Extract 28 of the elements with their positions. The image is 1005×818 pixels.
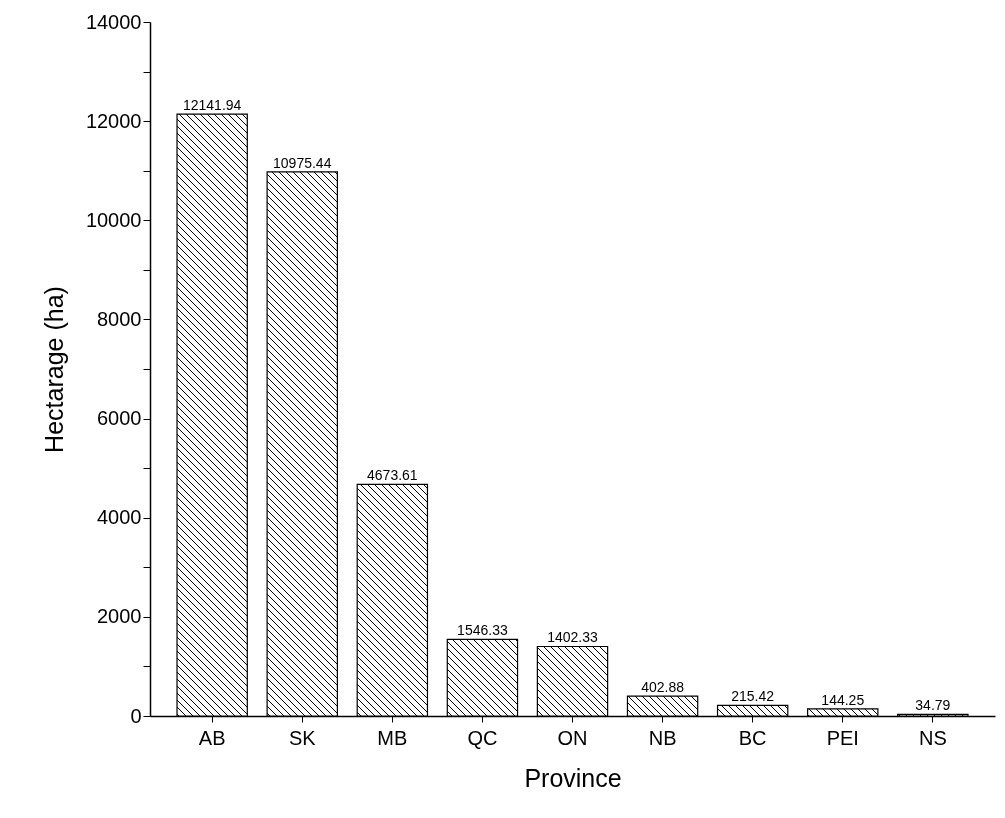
y-tick-label: 14000 [85,10,142,33]
x-tick-label: BC [738,726,767,749]
data-label: 402.88 [641,679,685,696]
data-label: 12141.94 [182,97,242,114]
y-tick-label: 6000 [97,407,142,430]
y-tick-label: 12000 [85,109,142,132]
y-tick-label: 0 [130,704,142,727]
data-label: 34.79 [915,697,951,714]
x-tick-label: PEI [826,726,859,749]
data-label: 4673.61 [367,467,418,484]
x-tick-label: NB [648,726,677,749]
data-label: 1402.33 [547,629,599,646]
data-label: 215.42 [731,688,775,705]
y-axis-title: Hectarage (ha) [39,286,68,453]
x-tick-label: QC [467,726,498,749]
y-tick-label: 8000 [97,307,142,330]
x-tick-label: MB [377,726,408,749]
x-tick-label: SK [288,726,317,749]
y-tick-label: 2000 [97,605,142,628]
x-tick-label: NS [918,726,947,749]
y-tick-label: 4000 [97,506,142,529]
x-tick-label: ON [557,726,588,749]
data-label: 1546.33 [457,622,508,639]
x-axis-title: Province [524,763,622,792]
data-label: 10975.44 [273,154,332,171]
data-label: 144.25 [821,691,865,708]
y-tick-label: 10000 [85,208,142,231]
x-tick-label: AB [198,726,226,749]
